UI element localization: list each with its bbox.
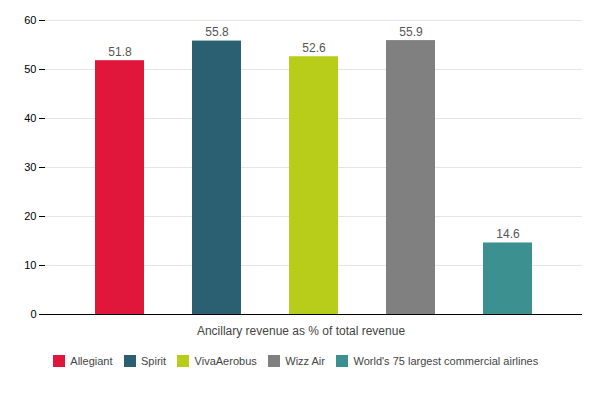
svg-text:51.8: 51.8 bbox=[108, 45, 132, 59]
svg-text:0: 0 bbox=[30, 308, 36, 320]
svg-text:55.8: 55.8 bbox=[205, 25, 229, 39]
html-text:Allegiant: Allegiant bbox=[70, 354, 113, 367]
svg-text:30: 30 bbox=[24, 161, 36, 173]
svg-text:20: 20 bbox=[24, 210, 36, 222]
svg-text:14.6: 14.6 bbox=[496, 227, 520, 241]
svg-text:40: 40 bbox=[24, 112, 36, 124]
svg-text:60: 60 bbox=[24, 14, 36, 26]
svg-text:10: 10 bbox=[24, 259, 36, 271]
html-text:Spirit: Spirit bbox=[141, 354, 167, 367]
html-text:Ancillary revenue as % of tota: Ancillary revenue as % of total revenue bbox=[196, 324, 406, 338]
html-text:VivaAerobus: VivaAerobus bbox=[194, 354, 257, 367]
html-text:World's 75 largest commercial: World's 75 largest commercial airlines bbox=[353, 354, 539, 367]
svg-text:50: 50 bbox=[24, 63, 36, 75]
svg-text:52.6: 52.6 bbox=[302, 41, 326, 55]
svg-text:55.9: 55.9 bbox=[399, 25, 423, 39]
html-text:Wizz Air: Wizz Air bbox=[285, 354, 325, 367]
